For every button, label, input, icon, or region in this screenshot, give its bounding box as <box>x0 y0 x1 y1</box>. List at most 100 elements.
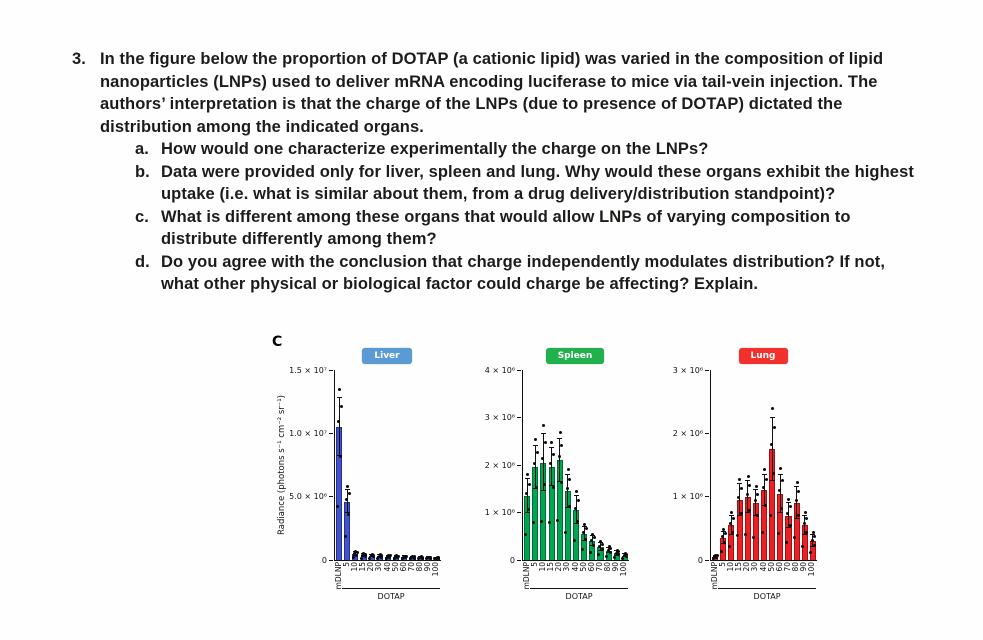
plot-area <box>334 370 441 561</box>
data-point <box>362 551 366 555</box>
subitem-letter: d. <box>135 252 150 271</box>
question-main: 3. In the figure below the proportion of… <box>72 48 938 138</box>
y-tick-mark <box>517 417 521 418</box>
chart-spleen: Spleen 0 1 × 10⁶ 2 × 10⁶ 3 × 10⁶ 4 × 10⁶ mDLNP… <box>476 348 629 601</box>
error-cap <box>565 473 571 475</box>
error-cap <box>524 511 530 513</box>
data-point <box>560 443 564 447</box>
data-point <box>556 518 560 522</box>
bar-group <box>400 370 408 561</box>
data-point <box>582 531 586 535</box>
data-point <box>384 557 388 561</box>
data-point <box>574 490 578 494</box>
bar-group <box>572 370 580 560</box>
data-point <box>388 554 392 558</box>
data-point <box>764 477 768 481</box>
data-point <box>797 490 801 494</box>
data-point <box>764 504 768 508</box>
error-bar <box>542 434 544 492</box>
data-point <box>736 534 740 538</box>
y-axis-label: Radiance (photons s⁻¹ cm⁻² sr⁻¹) <box>277 395 287 535</box>
data-point <box>779 467 783 471</box>
data-point <box>371 555 375 559</box>
data-point <box>427 555 431 559</box>
data-point <box>756 492 760 496</box>
error-bar <box>583 526 585 541</box>
data-point <box>584 527 588 531</box>
data-point <box>378 553 382 557</box>
data-point <box>760 530 764 534</box>
error-bar <box>763 474 765 507</box>
data-point <box>755 514 759 518</box>
error-cap <box>352 554 358 556</box>
figure-panel: C Radiance (photons s⁻¹ cm⁻² sr⁻¹) Liver… <box>232 332 832 622</box>
data-point <box>600 542 604 546</box>
data-point <box>591 532 595 536</box>
data-point <box>715 556 719 560</box>
data-point <box>786 512 790 516</box>
data-point <box>347 492 351 496</box>
data-point <box>711 557 715 561</box>
error-cap <box>737 514 743 516</box>
error-bar <box>771 417 773 481</box>
data-point <box>723 531 727 535</box>
data-point <box>361 553 365 557</box>
error-cap <box>794 517 800 519</box>
data-point <box>753 499 757 503</box>
data-point <box>614 551 618 555</box>
chart-liver: Liver 0 5.0 × 10⁶ 1.0 × 10⁷ 1.5 × 10⁷ mDLNP 5 1… <box>288 348 441 601</box>
data-point <box>615 548 619 552</box>
y-tick-mark <box>705 496 709 498</box>
data-point <box>584 538 588 542</box>
data-point <box>730 511 734 515</box>
data-point <box>607 545 611 549</box>
data-point <box>784 540 788 544</box>
y-tick-mark <box>329 432 333 434</box>
y-tick-label: 1.5 × 10⁷ <box>289 365 327 375</box>
organ-badge-liver: Liver <box>362 348 412 364</box>
bar-group <box>744 370 752 560</box>
bar-group <box>727 370 735 560</box>
data-point <box>542 424 546 428</box>
data-point <box>588 550 592 554</box>
bar-group <box>523 370 531 560</box>
question-subitems: a. How would one characterize experiment… <box>135 138 938 296</box>
error-cap <box>810 546 816 548</box>
y-tick-mark <box>705 432 709 434</box>
data-point <box>793 535 797 539</box>
data-point <box>813 535 817 539</box>
y-tick-label: 0 <box>509 555 515 565</box>
organ-badge-lung: Lung <box>738 348 788 364</box>
bar-group <box>711 370 719 561</box>
data-point <box>411 554 415 558</box>
bar-group <box>547 370 556 560</box>
bar-group <box>408 370 416 561</box>
data-point <box>564 530 568 534</box>
plot-area <box>522 370 629 561</box>
bar-group <box>784 370 792 560</box>
y-tick-mark <box>705 559 709 561</box>
subitem-letter: a. <box>135 140 149 158</box>
data-point <box>592 535 596 539</box>
data-point <box>523 532 527 536</box>
plot-area <box>710 370 817 561</box>
y-tick-label: 0 <box>321 555 327 565</box>
question-text: In the figure below the proportion of DO… <box>100 50 884 136</box>
data-point <box>336 420 340 424</box>
data-point <box>583 523 587 527</box>
data-point <box>788 505 792 509</box>
organ-badge-spleen: Spleen <box>545 348 605 364</box>
data-point <box>339 405 343 409</box>
error-cap <box>336 396 342 398</box>
error-cap <box>532 487 538 489</box>
y-tick-label: 3 × 10⁶ <box>484 413 515 422</box>
y-tick-label: 2 × 10⁶ <box>672 428 703 438</box>
error-cap <box>614 554 620 556</box>
bar-group <box>768 370 776 560</box>
data-point <box>351 555 355 559</box>
data-point <box>380 553 384 557</box>
error-bar <box>338 397 340 457</box>
data-point <box>354 549 358 553</box>
error-cap <box>581 525 587 527</box>
x-axis-title: DOTAP <box>565 592 593 601</box>
